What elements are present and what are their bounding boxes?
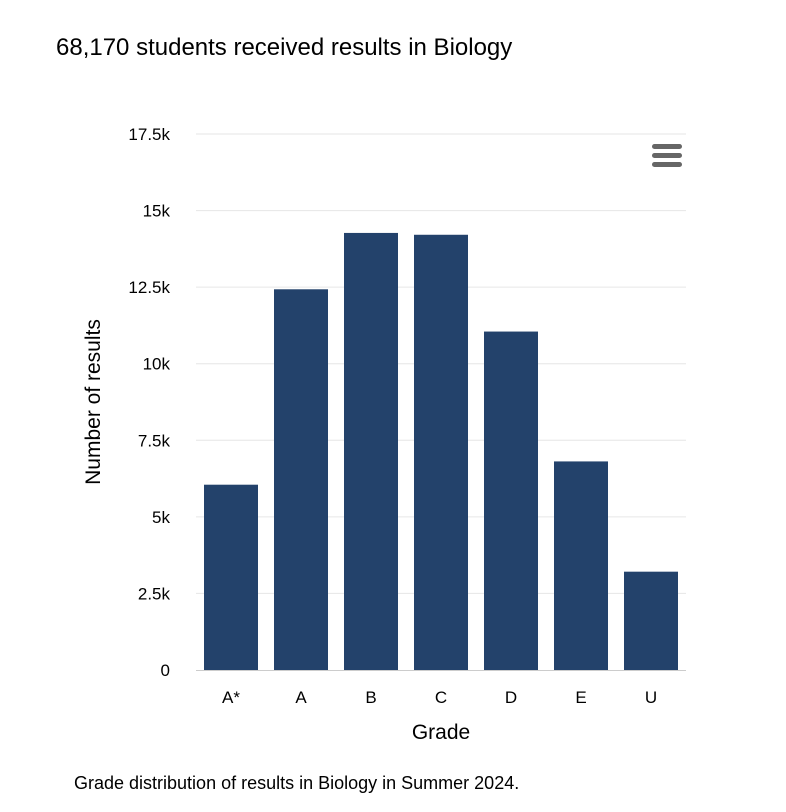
bar[interactable] (274, 289, 328, 670)
bars (204, 232, 678, 670)
x-tick-label: A* (222, 688, 240, 707)
x-tick-label: B (365, 688, 376, 707)
bar[interactable] (344, 232, 398, 670)
x-tick-label: D (505, 688, 517, 707)
bar[interactable] (624, 571, 678, 670)
x-tick-label: A (295, 688, 307, 707)
y-tick-label: 2.5k (138, 584, 171, 603)
y-tick-label: 0 (161, 661, 170, 680)
bar[interactable] (554, 461, 608, 670)
chart-menu-button[interactable] (648, 140, 686, 172)
bar[interactable] (204, 484, 258, 670)
y-tick-label: 15k (143, 202, 171, 221)
y-tick-label: 17.5k (128, 125, 170, 144)
chart-caption: Grade distribution of results in Biology… (74, 773, 520, 793)
y-axis-label: Number of results (82, 319, 105, 485)
x-tick-label: E (575, 688, 586, 707)
y-tick-label: 12.5k (128, 278, 170, 297)
bar[interactable] (484, 331, 538, 670)
bar[interactable] (414, 234, 468, 670)
y-tick-label: 5k (152, 508, 170, 527)
x-axis-label: Grade (412, 721, 470, 744)
y-tick-labels: 0 2.5k 5k 7.5k 10k 12.5k 15k 17.5k (128, 125, 170, 680)
y-tick-label: 10k (143, 355, 171, 374)
x-tick-label: U (645, 688, 657, 707)
x-tick-labels: A* A B C D E U (222, 688, 657, 707)
x-tick-label: C (435, 688, 447, 707)
y-tick-label: 7.5k (138, 431, 171, 450)
chart-title: 68,170 students received results in Biol… (56, 34, 513, 61)
